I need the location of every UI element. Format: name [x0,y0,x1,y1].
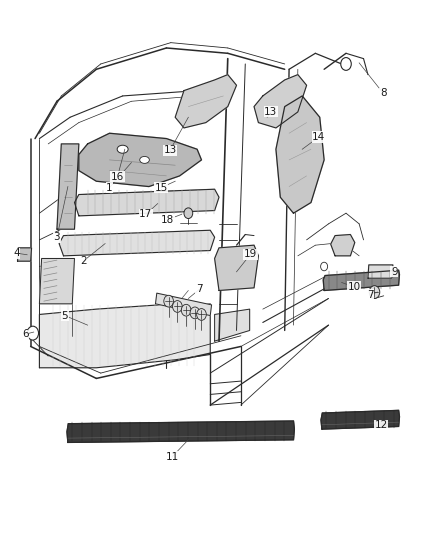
Polygon shape [18,248,32,261]
Circle shape [190,307,200,319]
Text: 4: 4 [13,248,20,258]
Text: 6: 6 [22,329,29,339]
Polygon shape [323,270,399,290]
Text: 8: 8 [380,88,387,98]
Polygon shape [331,235,355,256]
Text: 13: 13 [264,107,277,117]
Polygon shape [215,245,258,290]
Polygon shape [155,293,212,316]
Polygon shape [79,133,201,187]
Polygon shape [67,421,294,442]
Circle shape [27,326,39,340]
Circle shape [184,208,193,219]
Circle shape [341,58,351,70]
Circle shape [173,301,182,312]
Text: 19: 19 [244,249,257,259]
Text: 1: 1 [106,183,113,192]
Text: 15: 15 [155,183,168,192]
Polygon shape [276,96,324,213]
Text: 7: 7 [367,290,374,300]
Circle shape [321,262,328,271]
Ellipse shape [117,145,128,154]
Polygon shape [57,144,79,229]
Text: 16: 16 [111,172,124,182]
Circle shape [369,286,380,298]
Circle shape [181,304,191,316]
Text: 3: 3 [53,232,60,242]
Text: 2: 2 [80,256,87,266]
Polygon shape [368,265,393,278]
Polygon shape [39,304,210,368]
Polygon shape [175,75,237,128]
Text: 17: 17 [139,209,152,219]
Ellipse shape [140,157,149,164]
Text: 5: 5 [61,311,68,320]
Text: 12: 12 [374,421,388,430]
Text: 7: 7 [196,285,203,294]
Text: 9: 9 [391,267,398,277]
Polygon shape [39,259,74,304]
Circle shape [164,295,173,307]
Polygon shape [321,410,399,429]
Text: 14: 14 [312,132,325,142]
Circle shape [197,309,206,320]
Polygon shape [215,309,250,341]
Polygon shape [59,230,215,256]
Text: 18: 18 [161,215,174,224]
Polygon shape [254,75,307,128]
Text: 10: 10 [347,282,360,292]
Text: 11: 11 [166,452,179,462]
Text: 13: 13 [163,146,177,155]
Polygon shape [74,189,219,216]
